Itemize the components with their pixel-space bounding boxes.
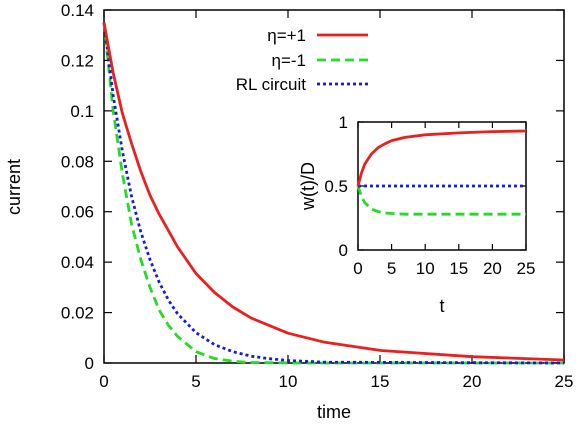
main-x-tick-label: 0 <box>99 372 108 391</box>
main-y-tick-label: 0.06 <box>61 203 94 222</box>
y-axis-label: current <box>4 159 24 215</box>
main-series <box>102 22 565 365</box>
inset-ticks: 0 5 10 15 20 25 0 0.5 1 <box>324 113 535 278</box>
main-y-tick-label: 0.1 <box>70 102 94 121</box>
inset-x-tick-label: 0 <box>353 259 362 278</box>
inset-x-tick-label: 5 <box>387 259 396 278</box>
main-x-tick-label: 20 <box>463 372 482 391</box>
main-x-tick-label: 25 <box>555 372 574 391</box>
x-axis-label: time <box>317 402 351 422</box>
main-series-line-1 <box>102 22 564 365</box>
main-x-tick-label: 15 <box>371 372 390 391</box>
main-y-tick-label: 0.14 <box>61 1 94 20</box>
inset-y-tick-label: 0.5 <box>324 177 348 196</box>
legend-label-1: η=-1 <box>272 51 307 70</box>
inset-x-tick-label: 10 <box>416 259 435 278</box>
inset-x-tick-label: 15 <box>449 259 468 278</box>
inset-plot: 0 5 10 15 20 25 0 0.5 1 t w(t)/D <box>298 113 535 316</box>
inset-y-tick-label: 1 <box>339 113 348 132</box>
main-series-line-2 <box>102 22 565 365</box>
main-plot-frame <box>103 9 565 364</box>
inset-x-axis-label: t <box>439 296 444 316</box>
inset-x-tick-label: 20 <box>483 259 502 278</box>
inset-x-tick-label: 25 <box>517 259 536 278</box>
legend-label-0: η=+1 <box>267 26 306 45</box>
main-y-tick-label: 0.12 <box>61 51 94 70</box>
inset-y-axis-label: w(t)/D <box>298 162 318 211</box>
inset-series-line-1 <box>356 185 526 216</box>
main-series-line-0 <box>102 22 565 362</box>
main-x-tick-label: 10 <box>279 372 298 391</box>
main-y-tick-label: 0.02 <box>61 304 94 323</box>
main-y-tick-label: 0.04 <box>61 253 94 272</box>
main-y-tick-label: 0 <box>85 354 94 373</box>
main-y-tick-label: 0.08 <box>61 152 94 171</box>
inset-series-line-0 <box>356 129 527 187</box>
legend-label-2: RL circuit <box>236 75 306 94</box>
inset-series <box>356 129 527 216</box>
inset-y-tick-label: 0 <box>339 241 348 260</box>
legend: η=+1 η=-1 RL circuit <box>236 26 368 94</box>
main-x-tick-label: 5 <box>191 372 200 391</box>
